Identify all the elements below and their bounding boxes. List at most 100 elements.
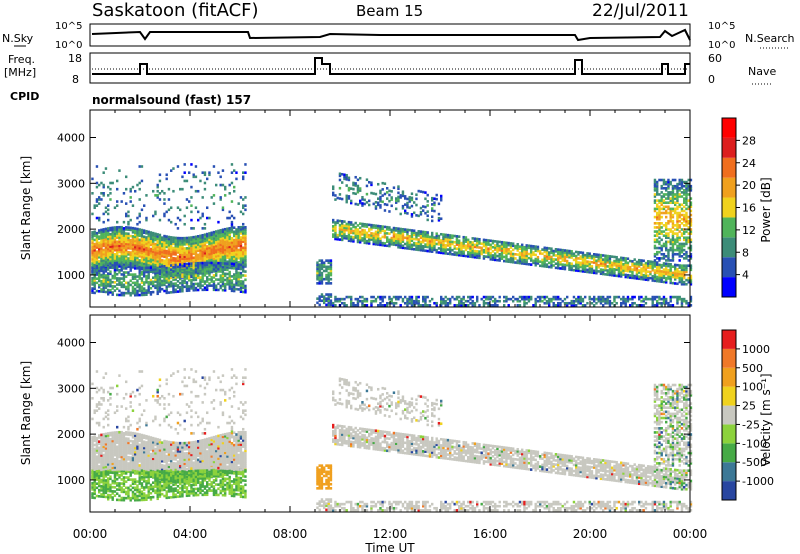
range-time-cell — [626, 273, 630, 277]
range-time-cell — [104, 411, 108, 415]
range-time-cell — [190, 227, 193, 230]
range-time-cell — [590, 267, 594, 270]
range-time-cell — [98, 285, 101, 289]
range-time-cell — [676, 236, 679, 240]
range-time-cell — [689, 209, 693, 213]
range-time-cell — [410, 198, 414, 202]
range-time-cell — [170, 271, 173, 274]
range-time-cell — [100, 243, 103, 246]
range-time-cell — [138, 269, 141, 272]
range-time-cell — [217, 256, 220, 260]
range-time-cell — [190, 246, 193, 250]
range-time-cell — [410, 297, 414, 301]
range-time-cell — [194, 266, 198, 270]
range-time-cell — [386, 301, 389, 305]
range-time-cell — [120, 260, 123, 264]
range-time-cell — [102, 453, 105, 457]
range-time-cell — [476, 241, 479, 245]
range-time-cell — [197, 237, 200, 240]
range-time-cell — [356, 236, 360, 240]
range-time-cell — [671, 224, 675, 227]
range-time-cell — [446, 237, 450, 241]
range-time-cell — [516, 299, 519, 303]
range-time-cell — [192, 258, 195, 262]
range-time-cell — [221, 288, 225, 292]
range-time-cell — [95, 258, 99, 262]
range-time-cell — [579, 301, 582, 305]
range-time-cell — [343, 236, 346, 240]
range-time-cell — [467, 255, 470, 258]
range-time-cell — [242, 258, 245, 262]
range-time-cell — [577, 257, 580, 260]
range-time-cell — [125, 214, 128, 218]
range-time-cell — [487, 249, 490, 253]
range-time-cell — [91, 237, 94, 240]
range-time-cell — [410, 243, 414, 247]
range-time-cell — [102, 441, 105, 444]
range-time-cell — [109, 266, 112, 269]
range-time-cell — [548, 251, 551, 254]
range-time-cell — [500, 242, 504, 246]
range-time-cell — [649, 297, 652, 301]
range-time-cell — [143, 231, 146, 235]
range-time-cell — [215, 254, 218, 258]
range-time-cell — [667, 186, 670, 190]
range-time-cell — [100, 466, 103, 470]
range-time-cell — [503, 304, 506, 307]
range-time-cell — [433, 209, 436, 213]
range-time-cell — [203, 181, 207, 185]
range-time-cell — [676, 299, 679, 303]
range-time-cell — [98, 472, 101, 475]
range-time-cell — [676, 189, 679, 192]
range-time-cell — [354, 221, 357, 225]
range-time-cell — [676, 244, 679, 248]
range-time-cell — [676, 295, 679, 299]
range-time-cell — [624, 261, 627, 264]
range-time-cell — [176, 269, 180, 273]
range-time-cell — [95, 370, 99, 373]
y-tick-label: 4000 — [57, 131, 85, 144]
range-time-cell — [170, 267, 173, 270]
range-time-cell — [203, 261, 207, 265]
range-time-cell — [577, 265, 580, 268]
range-time-cell — [172, 259, 175, 262]
range-time-cell — [653, 199, 657, 202]
range-time-cell — [554, 262, 558, 266]
range-time-cell — [212, 288, 216, 292]
range-time-cell — [129, 245, 132, 248]
range-time-cell — [401, 206, 405, 210]
range-time-cell — [428, 239, 432, 243]
colorbar-tick-label: 4 — [742, 269, 749, 282]
range-time-cell — [95, 233, 99, 237]
range-time-cell — [334, 304, 337, 307]
range-time-cell — [138, 240, 141, 244]
range-time-cell — [172, 167, 175, 170]
range-time-cell — [345, 295, 348, 299]
range-time-cell — [554, 258, 558, 261]
range-time-cell — [372, 234, 375, 238]
range-time-cell — [590, 301, 594, 305]
range-time-cell — [345, 200, 348, 204]
range-time-cell — [352, 181, 355, 185]
range-time-cell — [350, 297, 353, 301]
range-time-cell — [102, 280, 105, 283]
range-time-cell — [334, 233, 337, 237]
range-time-cell — [527, 263, 531, 266]
range-time-cell — [577, 301, 580, 305]
range-time-cell — [179, 208, 182, 212]
range-time-cell — [95, 471, 99, 475]
range-time-cell — [374, 226, 378, 230]
range-time-cell — [642, 273, 645, 277]
range-time-cell — [176, 236, 180, 240]
range-time-cell — [595, 263, 598, 267]
range-time-cell — [192, 270, 195, 273]
range-time-cell — [424, 205, 427, 209]
range-time-cell — [352, 183, 355, 187]
range-time-cell — [136, 262, 139, 266]
range-time-cell — [244, 254, 247, 258]
range-time-cell — [685, 215, 688, 219]
range-time-cell — [559, 248, 562, 252]
range-time-cell — [608, 263, 612, 266]
range-time-cell — [424, 232, 427, 236]
range-time-cell — [136, 244, 139, 247]
